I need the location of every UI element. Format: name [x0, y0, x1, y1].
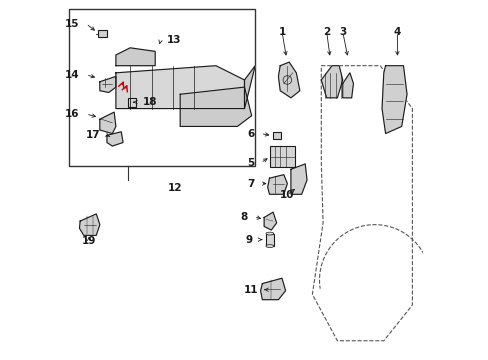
- Text: 2: 2: [323, 27, 329, 37]
- Text: 14: 14: [65, 69, 80, 80]
- Polygon shape: [80, 214, 100, 235]
- Text: 3: 3: [338, 27, 346, 37]
- Polygon shape: [264, 212, 276, 230]
- Polygon shape: [116, 48, 155, 66]
- Polygon shape: [272, 132, 281, 139]
- Text: 6: 6: [246, 129, 254, 139]
- Text: 19: 19: [82, 237, 96, 247]
- Polygon shape: [381, 66, 406, 134]
- Polygon shape: [267, 175, 287, 194]
- Polygon shape: [180, 87, 251, 126]
- Text: 17: 17: [86, 130, 101, 140]
- Text: 18: 18: [142, 97, 157, 107]
- Text: 7: 7: [246, 179, 254, 189]
- Polygon shape: [269, 146, 294, 167]
- Polygon shape: [116, 66, 244, 109]
- Polygon shape: [278, 62, 299, 98]
- Text: 16: 16: [65, 109, 80, 119]
- Polygon shape: [100, 76, 116, 93]
- Text: 13: 13: [166, 35, 181, 45]
- Text: 12: 12: [167, 183, 182, 193]
- Text: 5: 5: [246, 158, 254, 168]
- Polygon shape: [107, 132, 123, 146]
- Polygon shape: [98, 30, 107, 37]
- Ellipse shape: [265, 245, 273, 248]
- Polygon shape: [321, 66, 342, 98]
- Polygon shape: [265, 234, 273, 246]
- Bar: [69, 9, 255, 166]
- Text: 11: 11: [244, 285, 258, 295]
- Polygon shape: [342, 73, 353, 98]
- Ellipse shape: [265, 232, 273, 235]
- Polygon shape: [290, 164, 306, 194]
- Text: 15: 15: [65, 18, 80, 28]
- Text: 8: 8: [240, 212, 247, 222]
- Text: 10: 10: [279, 190, 294, 200]
- Text: 1: 1: [278, 27, 285, 37]
- Polygon shape: [260, 278, 285, 300]
- Polygon shape: [244, 66, 255, 109]
- Polygon shape: [128, 98, 135, 107]
- Text: 4: 4: [393, 27, 400, 37]
- Polygon shape: [100, 112, 116, 134]
- Text: 9: 9: [245, 235, 252, 245]
